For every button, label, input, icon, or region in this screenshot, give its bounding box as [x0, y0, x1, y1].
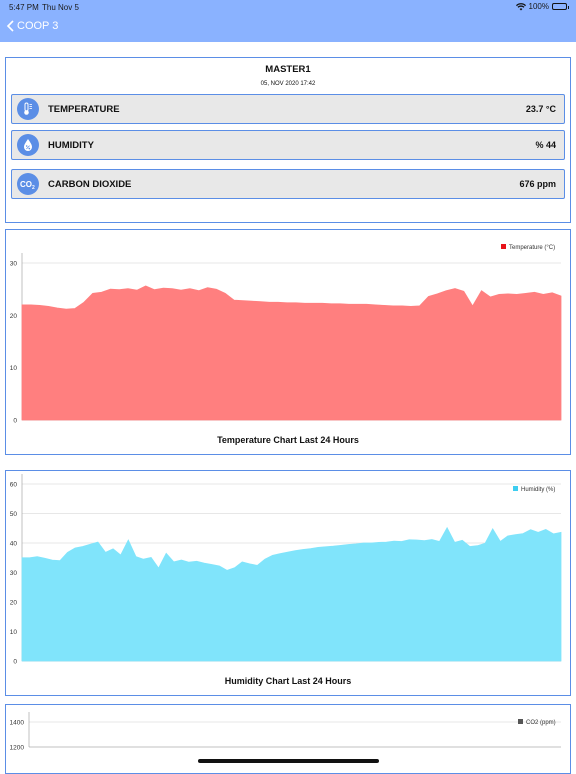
- reading-value: 676 ppm: [519, 179, 556, 189]
- legend-label: Temperature (°C): [509, 245, 555, 251]
- humidity-chart: 0 10 20 30 40 50 60 Humidity (%): [10, 474, 562, 666]
- back-button[interactable]: COOP 3: [6, 20, 58, 32]
- status-bar: 5:47 PM Thu Nov 5 100%: [0, 0, 576, 14]
- legend-label: CO2 (ppm): [526, 720, 556, 726]
- chart-title: Humidity Chart Last 24 Hours: [224, 676, 352, 686]
- legend-swatch: [501, 244, 506, 249]
- reading-humidity[interactable]: HUMIDITY % 44: [11, 130, 565, 160]
- series-area: [21, 285, 562, 421]
- y-tick-label: 20: [10, 600, 18, 607]
- y-tick-label: 10: [10, 629, 18, 636]
- battery-percent: 100%: [528, 2, 549, 11]
- legend-label: Humidity (%): [521, 487, 555, 493]
- wifi-icon: [515, 2, 526, 10]
- legend-swatch: [513, 486, 518, 491]
- legend-swatch: [518, 719, 523, 724]
- y-tick-label: 30: [10, 261, 18, 268]
- y-tick-label: 10: [10, 365, 18, 372]
- device-title: MASTER1: [265, 64, 311, 75]
- humidity-chart-card: 0 10 20 30 40 50 60 Humidity (%) Humidity Chart…: [5, 470, 571, 696]
- y-tick-label: 1200: [10, 745, 25, 752]
- reading-label: HUMIDITY: [48, 139, 94, 151]
- y-tick-label: 1400: [10, 720, 25, 727]
- battery-icon: [552, 3, 569, 10]
- y-tick-label: 30: [10, 570, 18, 577]
- y-tick-label: 40: [10, 541, 18, 548]
- thermometer-icon: [17, 98, 39, 120]
- y-tick-label: 20: [10, 313, 18, 320]
- reading-value: 23.7 °C: [525, 104, 556, 114]
- back-label: COOP 3: [17, 20, 59, 32]
- y-tick-label: 50: [10, 511, 18, 518]
- reading-timestamp: 05, NOV 2020 17:42: [260, 81, 316, 87]
- reading-value: % 44: [535, 140, 556, 150]
- reading-label: CARBON DIOXIDE: [48, 178, 132, 190]
- y-tick-label: 0: [13, 659, 17, 666]
- master-card: MASTER1 05, NOV 2020 17:42 TEMPERATURE 2…: [5, 57, 571, 223]
- co2-chart: 1200 1400 CO2 (ppm): [10, 712, 561, 752]
- chart-title: Temperature Chart Last 24 Hours: [217, 435, 359, 445]
- temperature-chart-card: 0 10 20 30 Temperature (°C) Temperature Char…: [5, 229, 571, 455]
- status-time: 5:47 PM: [9, 3, 39, 12]
- nav-bar: COOP 3: [0, 14, 576, 42]
- svg-text:CO: CO: [20, 180, 32, 189]
- home-indicator[interactable]: [198, 759, 379, 763]
- co2-icon: CO 2: [17, 173, 39, 195]
- y-tick-label: 60: [10, 482, 18, 489]
- svg-text:2: 2: [32, 185, 35, 190]
- chevron-left-icon: [6, 20, 14, 32]
- reading-label: TEMPERATURE: [48, 103, 120, 115]
- status-date: Thu Nov 5: [42, 3, 79, 12]
- reading-temperature[interactable]: TEMPERATURE 23.7 °C: [11, 94, 565, 124]
- temperature-chart: 0 10 20 30 Temperature (°C): [10, 244, 562, 425]
- status-right: 100%: [515, 2, 569, 11]
- reading-co2[interactable]: CO 2 CARBON DIOXIDE 676 ppm: [11, 169, 565, 199]
- y-tick-label: 0: [13, 418, 17, 425]
- co2-chart-card: 1200 1400 CO2 (ppm): [5, 704, 571, 774]
- series-area: [21, 526, 562, 662]
- humidity-drop-icon: [17, 134, 39, 156]
